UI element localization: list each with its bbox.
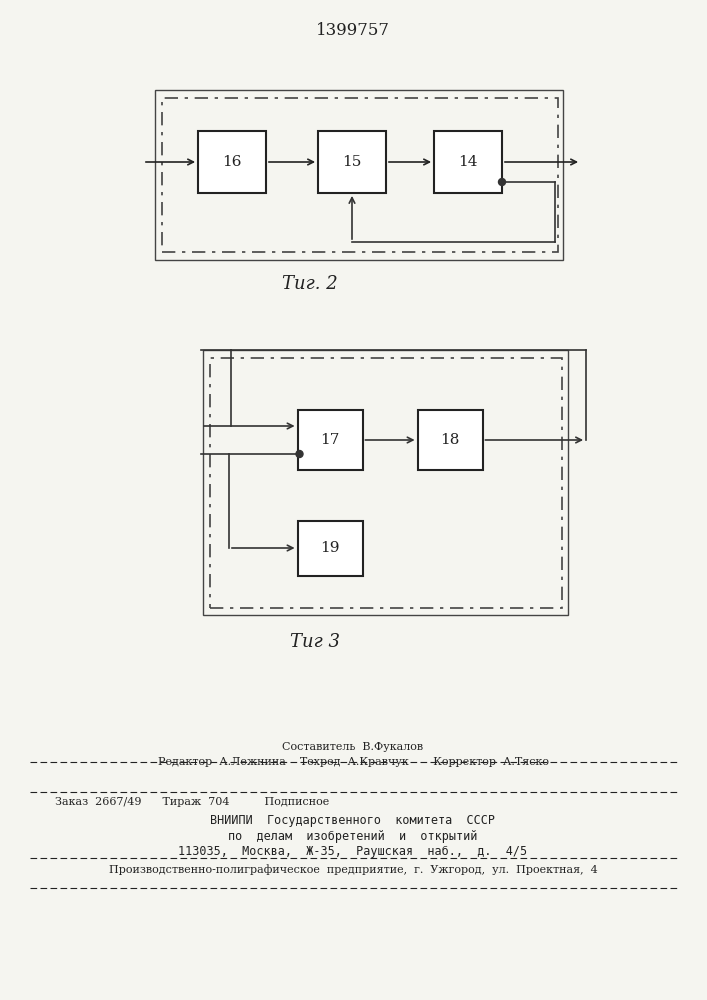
Text: 16: 16 — [222, 155, 242, 169]
Text: Редактор  А.Лежнина    Техред  А.Кравчук       Корректор  А.Тяско: Редактор А.Лежнина Техред А.Кравчук Корр… — [158, 757, 549, 767]
FancyBboxPatch shape — [318, 131, 386, 193]
Text: ВНИИПИ  Государственного  комитета  СССР: ВНИИПИ Государственного комитета СССР — [211, 814, 496, 827]
Text: Составитель  В.Фукалов: Составитель В.Фукалов — [282, 742, 423, 752]
Text: 17: 17 — [320, 433, 339, 447]
Circle shape — [498, 178, 506, 186]
Text: Τиг. 2: Τиг. 2 — [282, 275, 338, 293]
FancyBboxPatch shape — [198, 131, 266, 193]
Text: 14: 14 — [458, 155, 478, 169]
FancyBboxPatch shape — [298, 520, 363, 576]
Circle shape — [296, 450, 303, 458]
Text: Производственно-полиграфическое  предприятие,  г.  Ужгород,  ул.  Проектная,  4: Производственно-полиграфическое предприя… — [109, 864, 597, 875]
Text: 18: 18 — [440, 433, 460, 447]
FancyBboxPatch shape — [298, 410, 363, 470]
Text: по  делам  изобретений  и  открытий: по делам изобретений и открытий — [228, 830, 478, 843]
Text: Τиг 3: Τиг 3 — [290, 633, 340, 651]
FancyBboxPatch shape — [418, 410, 482, 470]
Text: 113035,  Москва,  Ж-35,  Раушская  наб.,  д.  4/5: 113035, Москва, Ж-35, Раушская наб., д. … — [178, 845, 527, 858]
Text: Заказ  2667/49      Тираж  704          Подписное: Заказ 2667/49 Тираж 704 Подписное — [55, 797, 329, 807]
Text: 19: 19 — [320, 541, 340, 555]
Text: 15: 15 — [342, 155, 362, 169]
Text: 1399757: 1399757 — [316, 22, 390, 39]
FancyBboxPatch shape — [434, 131, 502, 193]
